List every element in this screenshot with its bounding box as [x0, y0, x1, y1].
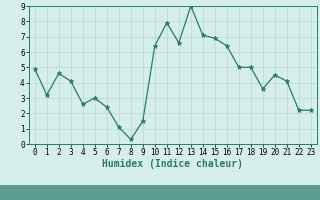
X-axis label: Humidex (Indice chaleur): Humidex (Indice chaleur)	[102, 159, 243, 169]
